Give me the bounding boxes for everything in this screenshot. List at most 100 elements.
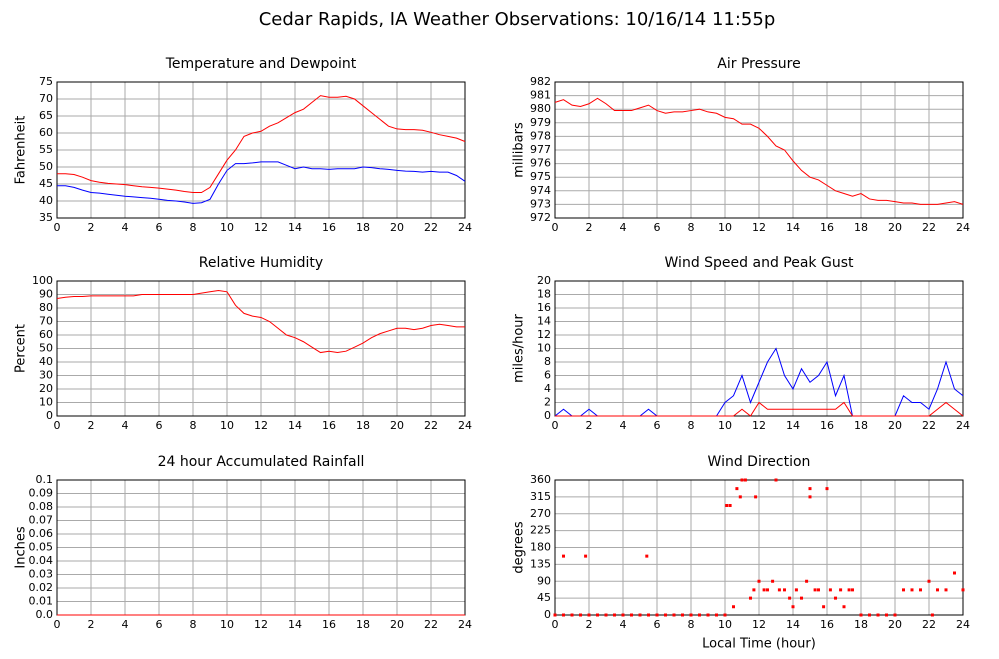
data-point: [757, 579, 761, 583]
y-axis-label: degrees: [512, 521, 527, 574]
x-tick-label: 4: [620, 419, 627, 432]
x-tick-label: 0: [54, 419, 61, 432]
data-point: [743, 478, 747, 482]
y-tick-label: 40: [39, 194, 53, 207]
y-tick-label: 55: [39, 143, 53, 156]
page-title: Cedar Rapids, IA Weather Observations: 1…: [259, 9, 776, 30]
x-tick-label: 14: [288, 419, 302, 432]
x-tick-label: 4: [122, 419, 129, 432]
data-point: [936, 588, 939, 592]
y-tick-label: 2: [544, 396, 551, 409]
data-point: [706, 613, 710, 617]
y-tick-label: 0: [544, 409, 551, 422]
data-point: [596, 613, 599, 617]
data-point: [723, 613, 727, 617]
plot-frame: [554, 280, 964, 417]
y-axis-label: Inches: [14, 526, 29, 568]
data-point: [794, 588, 798, 592]
x-tick-label: 22: [922, 618, 936, 631]
data-point: [621, 613, 625, 617]
data-point: [689, 613, 693, 617]
x-tick-label: 6: [654, 419, 661, 432]
data-point: [570, 613, 574, 617]
data-point: [655, 613, 659, 617]
x-tick-label: 18: [356, 221, 370, 234]
y-tick-label: 270: [530, 507, 551, 520]
y-tick-label: 981: [530, 89, 551, 102]
data-point: [630, 613, 633, 617]
data-point: [777, 588, 781, 592]
data-point: [813, 588, 817, 592]
panel-title: Air Pressure: [717, 56, 800, 72]
y-tick-label: 16: [537, 301, 551, 314]
y-tick-label: 75: [39, 75, 53, 88]
y-tick-label: 20: [39, 382, 53, 395]
x-tick-label: 0: [54, 618, 61, 631]
x-tick-label: 12: [254, 221, 268, 234]
x-tick-label: 16: [820, 618, 834, 631]
y-tick-label: 70: [39, 315, 53, 328]
data-point: [562, 554, 565, 558]
y-tick-label: 0.0: [36, 608, 54, 621]
y-tick-label: 10: [39, 396, 53, 409]
data-point: [752, 588, 756, 592]
x-tick-label: 18: [356, 419, 370, 432]
y-tick-label: 4: [544, 382, 551, 395]
x-tick-label: 0: [552, 419, 559, 432]
data-point: [876, 613, 880, 617]
data-point: [672, 613, 676, 617]
x-tick-label: 6: [654, 221, 661, 234]
y-axis-label: Fahrenheit: [14, 116, 29, 185]
data-point: [562, 613, 565, 617]
x-tick-label: 20: [888, 221, 902, 234]
x-tick-label: 18: [854, 618, 868, 631]
y-tick-label: 12: [537, 328, 551, 341]
data-point: [822, 605, 826, 609]
x-tick-label: 8: [688, 618, 695, 631]
data-point: [762, 588, 766, 592]
data-point: [842, 605, 846, 609]
plot-frame: [554, 81, 964, 219]
y-tick-label: 976: [530, 157, 551, 170]
data-point: [728, 504, 732, 507]
y-tick-label: 90: [537, 574, 551, 587]
x-tick-label: 8: [688, 221, 695, 234]
x-tick-label: 0: [552, 221, 559, 234]
x-tick-label: 10: [718, 221, 732, 234]
x-tick-label: 18: [854, 221, 868, 234]
x-tick-label: 12: [254, 618, 268, 631]
data-point: [732, 605, 735, 609]
y-tick-label: 50: [39, 160, 53, 173]
x-tick-label: 6: [654, 618, 661, 631]
y-tick-label: 0.09: [29, 487, 54, 500]
x-tick-label: 12: [752, 419, 766, 432]
x-tick-label: 10: [220, 221, 234, 234]
x-tick-label: 14: [786, 419, 800, 432]
data-point: [783, 588, 786, 592]
data-point: [771, 579, 775, 583]
x-tick-label: 8: [190, 419, 197, 432]
y-tick-label: 70: [39, 92, 53, 105]
y-tick-label: 35: [39, 211, 53, 224]
y-tick-label: 60: [39, 126, 53, 139]
plot-frame: [56, 280, 466, 417]
x-tick-label: 24: [956, 618, 970, 631]
data-point: [664, 613, 667, 617]
data-point: [647, 613, 650, 617]
data-point: [805, 579, 809, 583]
data-point: [740, 478, 744, 482]
y-tick-label: 90: [39, 288, 53, 301]
x-tick-label: 20: [390, 221, 404, 234]
y-tick-label: 979: [530, 116, 551, 129]
panel-title: Wind Speed and Peak Gust: [665, 255, 854, 271]
y-tick-label: 0.04: [29, 554, 54, 567]
x-tick-label: 4: [122, 618, 129, 631]
y-axis-label: miles/hour: [512, 313, 527, 382]
y-tick-label: 60: [39, 328, 53, 341]
y-tick-label: 20: [537, 274, 551, 287]
y-tick-label: 972: [530, 211, 551, 224]
data-point: [584, 554, 588, 558]
data-point: [817, 588, 820, 592]
data-point: [749, 596, 752, 600]
data-point: [579, 613, 582, 617]
